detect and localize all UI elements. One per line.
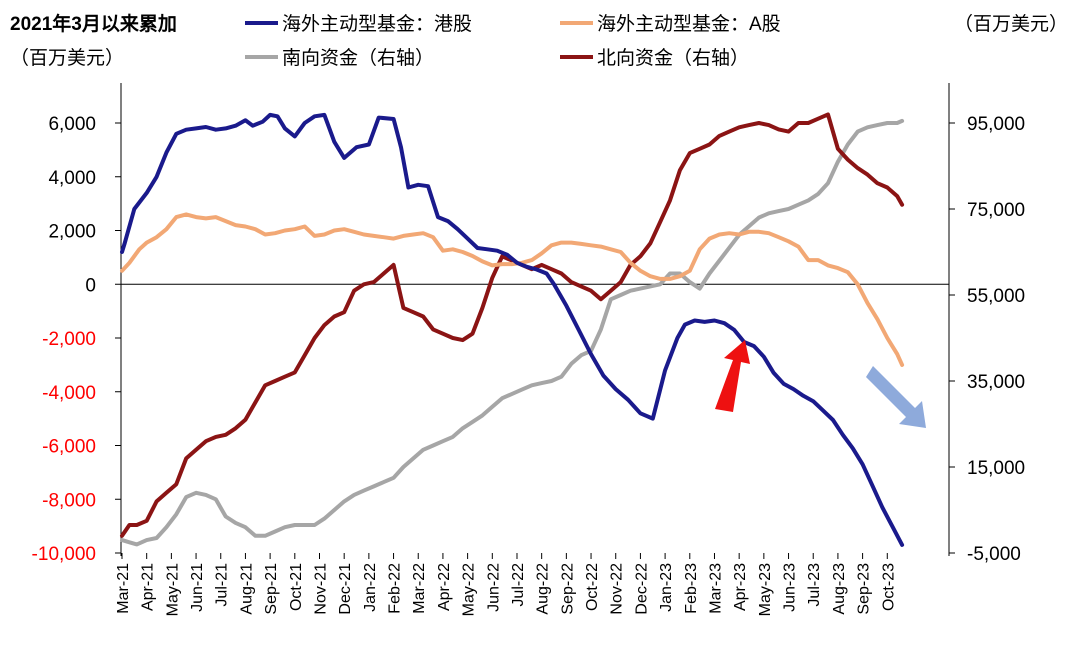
x-tick-label: Sep-22 bbox=[559, 563, 576, 615]
right-axis-unit: （百万美元） bbox=[954, 13, 1068, 35]
legend-label-3: 北向资金（右轴） bbox=[597, 47, 749, 69]
x-tick-label: Dec-22 bbox=[633, 563, 650, 615]
right-tick-label: -5,000 bbox=[967, 544, 1021, 565]
series-line-1 bbox=[120, 212, 905, 367]
left-tick-label: -2,000 bbox=[42, 329, 96, 350]
x-tick-label: Oct-23 bbox=[880, 563, 897, 611]
x-tick-label: Feb-23 bbox=[683, 563, 700, 614]
x-tick-label: Sep-23 bbox=[856, 563, 873, 615]
left-tick-label: -6,000 bbox=[42, 437, 96, 458]
x-tick-label: Jan-22 bbox=[362, 563, 379, 612]
down-arrow-icon bbox=[866, 366, 926, 428]
x-tick-label: Apr-22 bbox=[436, 563, 453, 611]
series-line-0 bbox=[120, 112, 905, 547]
series-line-2 bbox=[120, 118, 905, 547]
x-axis-ticks: Mar-21 Apr-21 May-21 Jun-21 Jul-21 Aug-21 Sep-… bbox=[115, 553, 897, 616]
x-tick-label: Mar-21 bbox=[115, 563, 132, 614]
x-tick-label: Nov-21 bbox=[312, 563, 329, 615]
x-tick-label: Jul-21 bbox=[214, 563, 231, 607]
right-tick-label: 55,000 bbox=[967, 286, 1025, 307]
x-tick-label: Jun-21 bbox=[189, 563, 206, 612]
right-tick-label: 75,000 bbox=[967, 200, 1025, 221]
x-tick-label: Oct-22 bbox=[584, 563, 601, 611]
x-tick-label: Oct-21 bbox=[288, 563, 305, 611]
left-tick-label: 0 bbox=[85, 275, 96, 296]
x-tick-label: May-21 bbox=[164, 563, 181, 616]
x-tick-label: Sep-21 bbox=[263, 563, 280, 615]
x-tick-label: Apr-23 bbox=[732, 563, 749, 611]
x-tick-label: Jun-23 bbox=[782, 563, 799, 612]
left-tick-label: 2,000 bbox=[48, 222, 96, 243]
right-tick-label: 95,000 bbox=[967, 114, 1025, 135]
x-tick-label: Jul-22 bbox=[510, 563, 527, 607]
x-tick-label: Aug-22 bbox=[535, 563, 552, 615]
x-tick-label: May-22 bbox=[461, 563, 478, 616]
x-tick-label: Aug-21 bbox=[238, 563, 255, 615]
left-axis-ticks: 6,000 4,000 2,000 0 -2,000 -4,000 -6,000 -8,000… bbox=[32, 114, 121, 565]
right-tick-label: 15,000 bbox=[967, 458, 1025, 479]
left-tick-label: 4,000 bbox=[48, 168, 96, 189]
left-tick-label: 6,000 bbox=[48, 114, 96, 135]
left-tick-label: -10,000 bbox=[32, 544, 96, 565]
legend-label-1: 海外主动型基金：A股 bbox=[597, 13, 781, 35]
legend-label-0: 海外主动型基金：港股 bbox=[282, 13, 472, 35]
x-tick-label: May-23 bbox=[757, 563, 774, 616]
chart-title: 2021年3月以来累加 bbox=[10, 12, 177, 35]
x-tick-label: Jan-23 bbox=[658, 563, 675, 612]
left-tick-label: -8,000 bbox=[42, 490, 96, 511]
right-axis-ticks: 95,000 75,000 55,000 35,000 15,000 -5,000 bbox=[949, 114, 1025, 565]
left-axis-unit: （百万美元） bbox=[10, 47, 124, 69]
x-tick-label: Apr-21 bbox=[140, 563, 157, 611]
up-arrow-icon bbox=[715, 340, 750, 412]
x-tick-label: Mar-23 bbox=[707, 563, 724, 614]
series-layer bbox=[120, 112, 905, 547]
x-tick-label: Mar-22 bbox=[411, 563, 428, 614]
x-tick-label: Jun-22 bbox=[485, 563, 502, 612]
x-tick-label: Jul-23 bbox=[806, 563, 823, 607]
right-tick-label: 35,000 bbox=[967, 372, 1025, 393]
x-tick-label: Nov-22 bbox=[609, 563, 626, 615]
left-tick-label: -4,000 bbox=[42, 383, 96, 404]
legend-label-2: 南向资金（右轴） bbox=[282, 47, 434, 69]
x-tick-label: Dec-21 bbox=[337, 563, 354, 615]
x-tick-label: Aug-23 bbox=[831, 563, 848, 615]
x-tick-label: Feb-22 bbox=[387, 563, 404, 614]
series-line-3 bbox=[120, 112, 905, 538]
